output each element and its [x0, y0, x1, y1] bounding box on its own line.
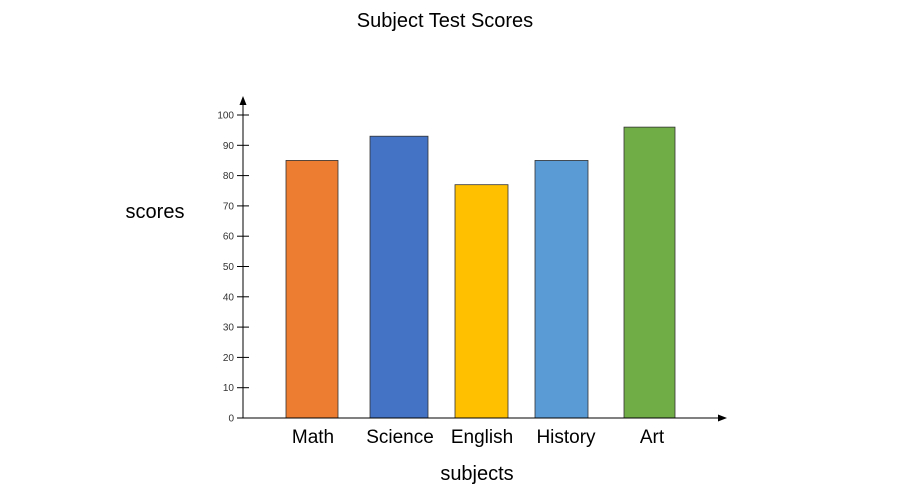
- y-tick-label: 100: [217, 111, 234, 122]
- x-category-label: History: [536, 427, 596, 448]
- y-axis-ticks: 0 10 20 30 40 50 60 70 80 90 100: [217, 111, 249, 425]
- chart-title: Subject Test Scores: [357, 10, 533, 32]
- x-axis-categories: Math Science English History Art: [292, 427, 665, 448]
- y-tick-label: 70: [223, 201, 235, 212]
- bar-art: [623, 126, 676, 419]
- x-category-label: Science: [366, 427, 434, 448]
- bar-english: [454, 184, 509, 419]
- bar-science: [369, 135, 429, 419]
- y-tick-label: 0: [228, 414, 234, 425]
- x-category-label: Math: [292, 427, 334, 448]
- y-tick-label: 40: [223, 292, 235, 303]
- y-tick-label: 80: [223, 171, 235, 182]
- y-tick-label: 60: [223, 232, 235, 243]
- y-axis-arrow: [239, 96, 247, 105]
- x-axis-arrow: [718, 414, 727, 422]
- y-tick-label: 30: [223, 323, 235, 334]
- bar-math: [285, 160, 339, 419]
- bar-history: [534, 160, 589, 419]
- y-tick-label: 10: [223, 383, 235, 394]
- y-tick-label: 50: [223, 262, 235, 273]
- x-axis-title: subjects: [440, 463, 513, 485]
- x-category-label: English: [451, 427, 513, 448]
- x-category-label: Art: [640, 427, 665, 448]
- y-tick-label: 20: [223, 353, 235, 364]
- y-axis-title: scores: [126, 201, 185, 223]
- bars: [285, 126, 676, 419]
- y-tick-label: 90: [223, 141, 235, 152]
